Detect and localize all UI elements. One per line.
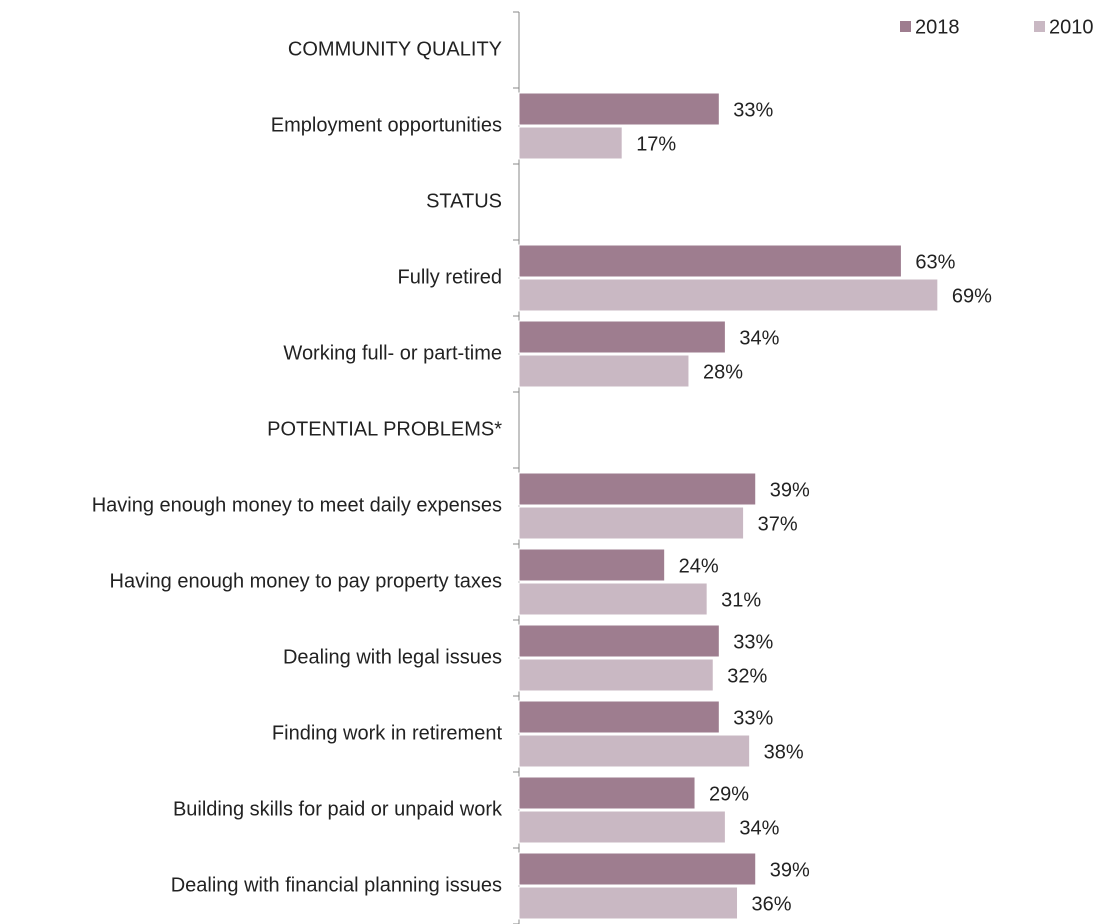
- category-label: Having enough money to meet daily expens…: [92, 494, 502, 516]
- value-label: 17%: [636, 133, 676, 155]
- category-label: Dealing with financial planning issues: [171, 874, 502, 896]
- value-label: 36%: [752, 893, 792, 915]
- value-label: 33%: [733, 631, 773, 653]
- category-label: Working full- or part-time: [283, 342, 502, 364]
- value-label: 34%: [739, 327, 779, 349]
- value-label: 33%: [733, 99, 773, 121]
- category-label: POTENTIAL PROBLEMS*: [267, 418, 502, 440]
- legend-label: 2010: [1049, 16, 1094, 38]
- bar: [518, 700, 720, 734]
- value-label: 34%: [739, 817, 779, 839]
- category-label: Having enough money to pay property taxe…: [110, 570, 502, 592]
- bar: [518, 582, 708, 616]
- bar: [518, 886, 739, 920]
- value-label: 31%: [721, 589, 761, 611]
- legend-swatch: [1034, 21, 1045, 32]
- category-label: Dealing with legal issues: [283, 646, 502, 668]
- value-label: 69%: [952, 285, 992, 307]
- bar: [518, 354, 690, 388]
- category-label: Finding work in retirement: [272, 722, 503, 744]
- bar: [518, 244, 902, 278]
- bar: [518, 92, 720, 126]
- value-label: 29%: [709, 783, 749, 805]
- category-label: COMMUNITY QUALITY: [288, 38, 502, 60]
- bar: [518, 126, 623, 160]
- bar: [518, 810, 726, 844]
- bar: [518, 320, 726, 354]
- bar: [518, 548, 666, 582]
- value-label: 24%: [679, 555, 719, 577]
- bar: [518, 624, 720, 658]
- bar: [518, 506, 745, 540]
- value-label: 32%: [727, 665, 767, 687]
- bar: [518, 852, 757, 886]
- value-label: 39%: [770, 479, 810, 501]
- bar: [518, 776, 696, 810]
- legend-label: 2018: [915, 16, 960, 38]
- bar: [518, 734, 751, 768]
- category-label: STATUS: [426, 190, 502, 212]
- bar: [518, 658, 714, 692]
- bar: [518, 472, 757, 506]
- category-label: Fully retired: [398, 266, 502, 288]
- category-label: Employment opportunities: [271, 114, 502, 136]
- value-label: 28%: [703, 361, 743, 383]
- value-label: 39%: [770, 859, 810, 881]
- category-label: Building skills for paid or unpaid work: [173, 798, 503, 820]
- value-label: 63%: [915, 251, 955, 273]
- value-label: 37%: [758, 513, 798, 535]
- bar: [518, 278, 939, 312]
- value-label: 38%: [764, 741, 804, 763]
- legend-swatch: [900, 21, 911, 32]
- value-label: 33%: [733, 707, 773, 729]
